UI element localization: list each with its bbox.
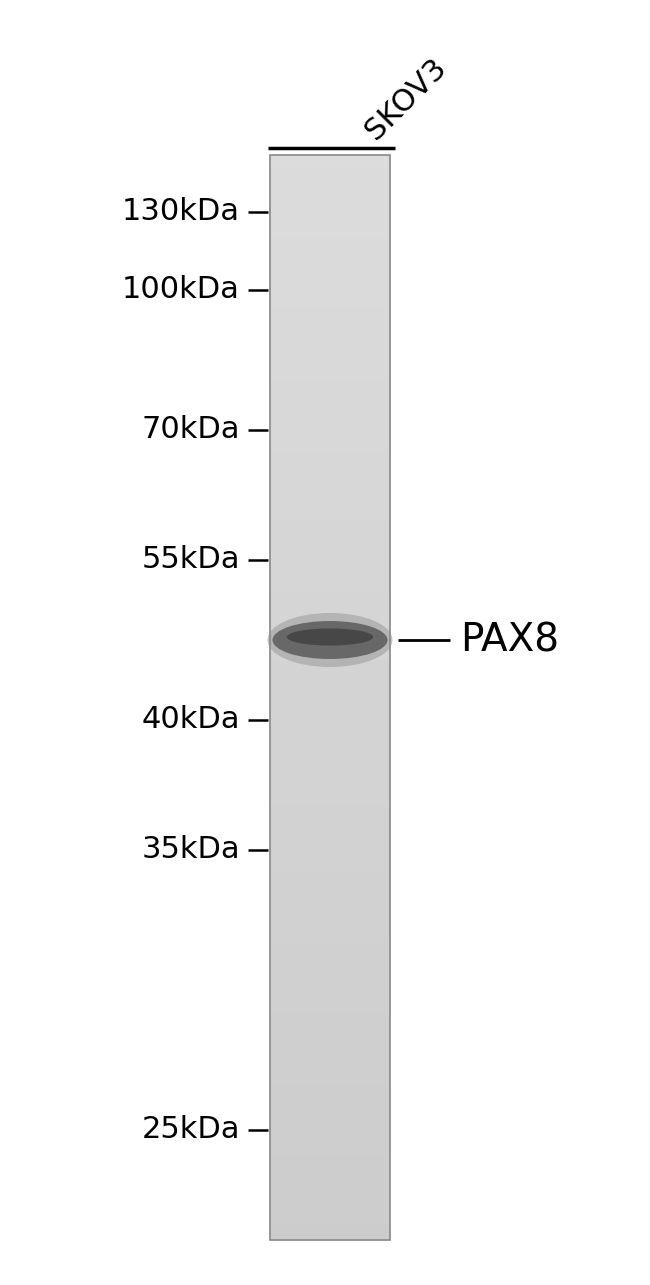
Text: 130kDa: 130kDa <box>122 198 240 226</box>
Text: 55kDa: 55kDa <box>142 546 240 574</box>
Ellipse shape <box>272 621 387 659</box>
Text: 100kDa: 100kDa <box>122 275 240 305</box>
Text: 70kDa: 70kDa <box>142 415 240 445</box>
Ellipse shape <box>287 628 373 645</box>
Ellipse shape <box>268 613 393 667</box>
Text: PAX8: PAX8 <box>460 621 559 659</box>
Text: 40kDa: 40kDa <box>142 705 240 735</box>
Text: SKOV3: SKOV3 <box>359 53 452 145</box>
Text: 35kDa: 35kDa <box>142 835 240 865</box>
Text: 25kDa: 25kDa <box>142 1115 240 1145</box>
Bar <box>270 155 390 1240</box>
